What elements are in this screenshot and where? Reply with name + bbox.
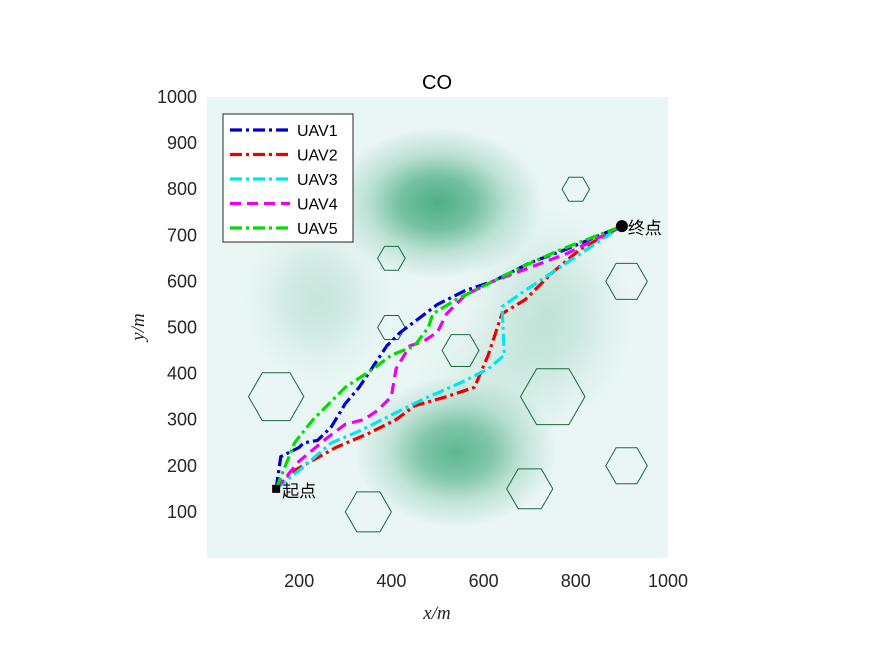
x-tick-label: 400 — [376, 571, 406, 591]
series-line-uav1 — [274, 224, 623, 490]
x-axis-label: x/m — [422, 603, 450, 624]
obstacle-hexagon — [441, 334, 480, 367]
legend-entry: UAV4 — [297, 197, 338, 214]
series-layer — [274, 224, 623, 491]
x-tick-label: 200 — [284, 571, 314, 591]
start-label: 起点 — [282, 482, 316, 502]
series-line-uav5 — [274, 224, 623, 490]
y-tick-label: 300 — [167, 410, 197, 430]
x-tick-label: 800 — [561, 571, 591, 591]
x-tick-label: 1000 — [648, 571, 688, 591]
terrain-peak — [411, 301, 574, 464]
y-tick-label: 400 — [167, 364, 197, 384]
obstacle-hexagon — [605, 262, 648, 300]
obstacle-hexagon — [605, 447, 648, 485]
obstacle-layer — [247, 176, 648, 533]
obstacle-hexagon — [561, 176, 591, 202]
y-tick-label: 500 — [167, 318, 197, 338]
chart-title: CO — [422, 72, 452, 94]
obstacle-hexagon — [377, 315, 406, 340]
legend-entry: UAV2 — [297, 148, 338, 165]
legend-entry: UAV1 — [297, 123, 338, 140]
legend: UAV1 UAV2 UAV3 UAV4 UAV5 — [222, 113, 354, 243]
y-tick-label: 900 — [167, 133, 197, 153]
end-label: 终点 — [628, 219, 662, 239]
marker-layer: 起点 终点 — [272, 219, 662, 502]
series-line-uav3 — [275, 224, 623, 491]
legend-entry: UAV5 — [297, 221, 338, 238]
y-tick-label: 100 — [167, 502, 197, 522]
obstacle-hexagon — [377, 245, 406, 271]
y-tick-label: 800 — [167, 179, 197, 199]
y-tick-label: 600 — [167, 271, 197, 291]
y-tick-label: 700 — [167, 225, 197, 245]
terrain-peak — [241, 213, 394, 387]
y-tick-label: 200 — [167, 456, 197, 476]
start-marker — [272, 484, 281, 493]
obstacle-hexagon — [506, 468, 554, 510]
x-axis-ticks: 200 400 600 800 1000 — [284, 571, 688, 591]
obstacle-hexagon — [344, 491, 392, 533]
legend-entry: UAV3 — [297, 172, 338, 189]
y-axis-ticks: 100 200 300 400 500 600 700 800 900 1000 — [157, 87, 197, 522]
y-tick-label: 1000 — [157, 87, 197, 107]
obstacle-hexagon — [247, 372, 305, 422]
end-marker — [615, 220, 628, 233]
obstacle-hexagon — [519, 368, 586, 426]
y-axis-label: y/m — [128, 313, 149, 342]
x-tick-label: 600 — [469, 571, 499, 591]
